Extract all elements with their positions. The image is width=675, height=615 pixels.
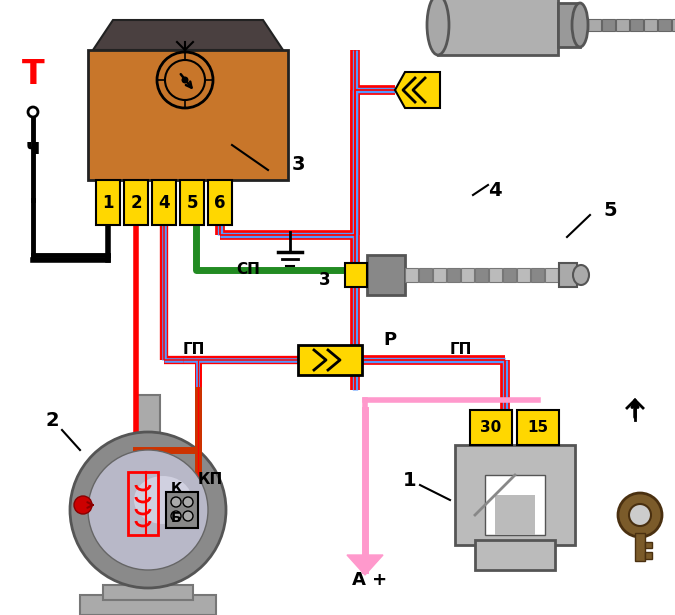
Bar <box>645 542 652 548</box>
Text: ГП: ГП <box>450 343 472 357</box>
Bar <box>367 255 405 295</box>
Bar <box>405 268 418 282</box>
Bar <box>455 445 575 545</box>
Bar <box>345 263 367 287</box>
Bar <box>672 19 675 31</box>
Bar <box>517 268 530 282</box>
Bar <box>495 495 535 535</box>
Bar <box>208 180 232 225</box>
Ellipse shape <box>572 3 588 47</box>
Bar <box>166 492 198 528</box>
Bar <box>80 595 216 615</box>
Ellipse shape <box>427 0 449 55</box>
Bar <box>616 19 629 31</box>
Bar <box>545 268 558 282</box>
Bar <box>433 268 446 282</box>
Text: 4: 4 <box>158 194 170 212</box>
Bar <box>558 3 580 47</box>
Text: 6: 6 <box>214 194 225 212</box>
Bar <box>461 268 474 282</box>
Bar <box>475 540 555 570</box>
Circle shape <box>182 76 188 84</box>
Circle shape <box>183 511 193 521</box>
Circle shape <box>629 504 651 526</box>
Bar <box>103 585 193 600</box>
Bar <box>630 19 643 31</box>
Bar <box>489 268 502 282</box>
Text: 3: 3 <box>319 271 330 289</box>
Text: К: К <box>170 481 182 495</box>
Bar <box>475 268 488 282</box>
Text: 1: 1 <box>102 194 114 212</box>
Circle shape <box>28 107 38 117</box>
Text: 3: 3 <box>291 156 304 175</box>
Polygon shape <box>347 555 383 575</box>
Bar <box>88 50 288 180</box>
Bar <box>635 533 645 561</box>
Bar <box>517 410 559 445</box>
Bar <box>180 180 204 225</box>
Circle shape <box>70 432 226 588</box>
Text: 2: 2 <box>45 410 59 429</box>
Polygon shape <box>93 20 283 50</box>
Ellipse shape <box>134 476 192 524</box>
Text: КП: КП <box>197 472 223 488</box>
Text: 4: 4 <box>488 180 502 199</box>
Ellipse shape <box>573 265 589 285</box>
Bar <box>503 268 516 282</box>
Circle shape <box>171 511 181 521</box>
Text: 5: 5 <box>186 194 198 212</box>
Circle shape <box>157 52 213 108</box>
Bar <box>447 268 460 282</box>
Bar <box>96 180 120 225</box>
Circle shape <box>88 450 208 570</box>
Bar <box>485 475 545 535</box>
Bar <box>419 268 432 282</box>
Circle shape <box>165 60 205 100</box>
Bar <box>602 19 615 31</box>
Bar <box>298 345 362 375</box>
Bar <box>531 268 544 282</box>
Circle shape <box>171 497 181 507</box>
Text: 1: 1 <box>403 470 416 490</box>
Text: ГП: ГП <box>183 343 205 357</box>
Bar <box>438 0 558 55</box>
Text: Б: Б <box>171 511 182 525</box>
Bar <box>559 263 577 287</box>
Bar <box>658 19 671 31</box>
Text: 2: 2 <box>130 194 142 212</box>
Text: СП: СП <box>236 263 260 277</box>
Bar <box>124 180 148 225</box>
Text: ч: ч <box>26 138 40 158</box>
Bar <box>470 410 512 445</box>
Bar <box>152 180 176 225</box>
Text: Т: Т <box>22 58 45 92</box>
Text: А +: А + <box>352 571 387 589</box>
Text: Р: Р <box>383 331 397 349</box>
Circle shape <box>74 496 92 514</box>
Bar <box>644 19 657 31</box>
Bar <box>136 395 160 615</box>
Text: 15: 15 <box>527 421 549 435</box>
Polygon shape <box>395 72 440 108</box>
Circle shape <box>618 493 662 537</box>
Text: 5: 5 <box>603 200 617 220</box>
Circle shape <box>183 497 193 507</box>
Bar <box>645 552 652 559</box>
Bar <box>588 19 601 31</box>
Text: 30: 30 <box>481 421 502 435</box>
